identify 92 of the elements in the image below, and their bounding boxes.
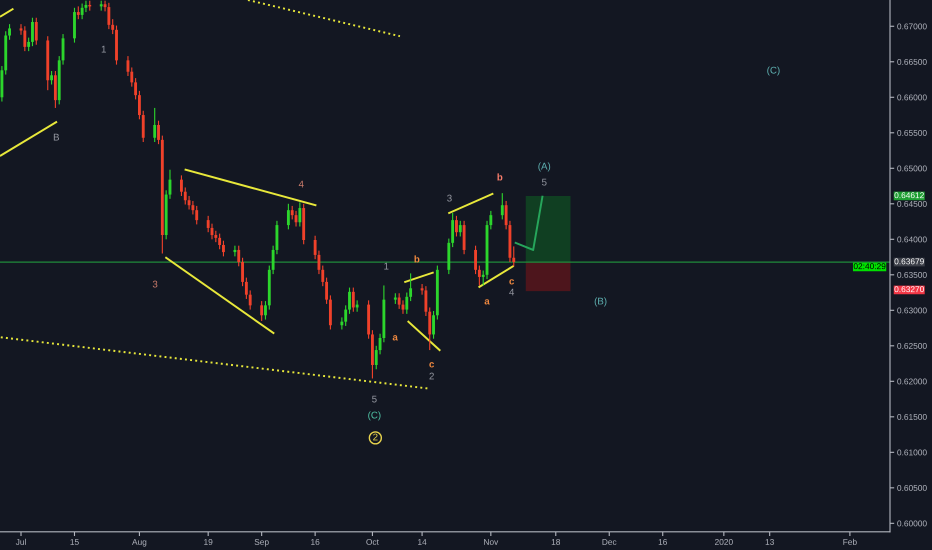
candlestick xyxy=(50,70,53,86)
y-tick-label: 0.61000 xyxy=(897,450,927,456)
annotation: a xyxy=(392,335,398,341)
candlestick xyxy=(478,265,481,286)
candlestick xyxy=(31,17,34,47)
candlestick xyxy=(210,223,214,240)
x-tick-label: 14 xyxy=(418,539,426,545)
candlestick xyxy=(104,0,106,12)
y-tick-label: 0.63500 xyxy=(897,272,927,278)
y-tick-label: 0.65000 xyxy=(897,165,927,172)
candlestick xyxy=(76,6,80,20)
candlestick xyxy=(432,310,435,340)
candlestick xyxy=(20,24,22,36)
annotation: 02:40:29 xyxy=(854,263,886,270)
x-tick-label: 13 xyxy=(766,539,774,545)
x-tick-label: 16 xyxy=(311,539,320,545)
candlestick xyxy=(352,287,355,312)
annotation: 3 xyxy=(152,280,158,288)
x-tick-label: 18 xyxy=(552,539,560,545)
annotation: b xyxy=(414,255,420,263)
candlestick xyxy=(107,2,110,30)
x-tick-label: Nov xyxy=(484,539,498,545)
candlestick xyxy=(398,292,401,310)
x-tick-label: Feb xyxy=(843,538,857,545)
annotation: 2 xyxy=(373,434,378,440)
candlestick xyxy=(455,215,458,238)
annotation: 2 xyxy=(429,372,434,380)
annotation: c xyxy=(509,279,514,285)
x-tick-label: 15 xyxy=(70,539,79,545)
y-tick-label: 0.61500 xyxy=(897,414,927,420)
candlestick xyxy=(27,37,30,52)
annotation: 1 xyxy=(102,46,106,52)
annotation: 1 xyxy=(384,262,388,270)
y-tick-label: 0.63000 xyxy=(897,308,927,314)
candlestick xyxy=(286,203,290,230)
x-tick-label: 2020 xyxy=(714,539,733,545)
x-tick-label: Oct xyxy=(366,539,379,545)
x-tick-label: Dec xyxy=(602,539,616,545)
candlestick xyxy=(157,120,160,145)
candlestick xyxy=(474,245,477,275)
ref-line-label: 0.63679 xyxy=(894,258,924,264)
y-tick-label: 0.62000 xyxy=(897,378,927,384)
text: 0.64612 xyxy=(894,192,924,198)
annotation: B xyxy=(54,134,60,140)
candlestick xyxy=(222,240,225,257)
y-tick-label: 0.60500 xyxy=(897,485,927,491)
candlestick xyxy=(356,300,359,312)
annotation: 5 xyxy=(372,396,377,402)
candlestick xyxy=(314,235,317,260)
candlestick xyxy=(394,292,397,304)
y-tick-label: 0.62500 xyxy=(897,343,927,349)
candlestick xyxy=(402,300,404,314)
candlestick xyxy=(489,210,492,230)
annotation: 3 xyxy=(447,194,452,202)
candlestick xyxy=(168,169,172,200)
x-tick-label: Sep xyxy=(254,539,269,547)
candlestick xyxy=(23,26,26,52)
candlestick xyxy=(348,287,351,314)
annotation: 5 xyxy=(542,178,547,186)
candlestick xyxy=(84,0,88,13)
candlestick xyxy=(80,2,84,20)
candlestick xyxy=(233,245,236,257)
candlestick xyxy=(298,202,302,228)
y-tick-label: 0.60000 xyxy=(897,520,927,526)
x-tick-label: 19 xyxy=(204,539,212,545)
x-tick-label: 16 xyxy=(658,539,667,545)
y-tick-label: 0.66500 xyxy=(897,58,927,65)
annotation: 4 xyxy=(509,288,514,296)
y-tick-label: 0.66000 xyxy=(897,94,927,100)
candlestick xyxy=(88,0,92,12)
candlestick xyxy=(218,233,222,250)
y-tick-label: 0.64500 xyxy=(897,200,927,207)
y-tick-label: 0.64000 xyxy=(897,236,927,242)
x-tick-label: Jul xyxy=(16,538,26,545)
y-tick-label: 0.67000 xyxy=(897,23,927,30)
candlestick xyxy=(206,215,210,233)
annotation: b xyxy=(497,173,502,181)
candlestick xyxy=(420,283,424,296)
annotation: (C) xyxy=(767,66,780,76)
annotation: c xyxy=(429,362,434,368)
annotation: (C) xyxy=(368,411,381,420)
annotation: a xyxy=(484,299,490,305)
annotation: 4 xyxy=(298,180,304,188)
text: 0.63270 xyxy=(894,286,924,292)
annotation: (A) xyxy=(538,162,550,172)
candlestick xyxy=(504,200,508,230)
candlestick xyxy=(294,210,298,228)
candlestick xyxy=(214,230,218,243)
candlestick xyxy=(260,300,264,322)
y-tick-label: 0.65500 xyxy=(897,130,927,136)
x-tick-label: Aug xyxy=(132,539,146,547)
annotation: (B) xyxy=(594,297,606,306)
